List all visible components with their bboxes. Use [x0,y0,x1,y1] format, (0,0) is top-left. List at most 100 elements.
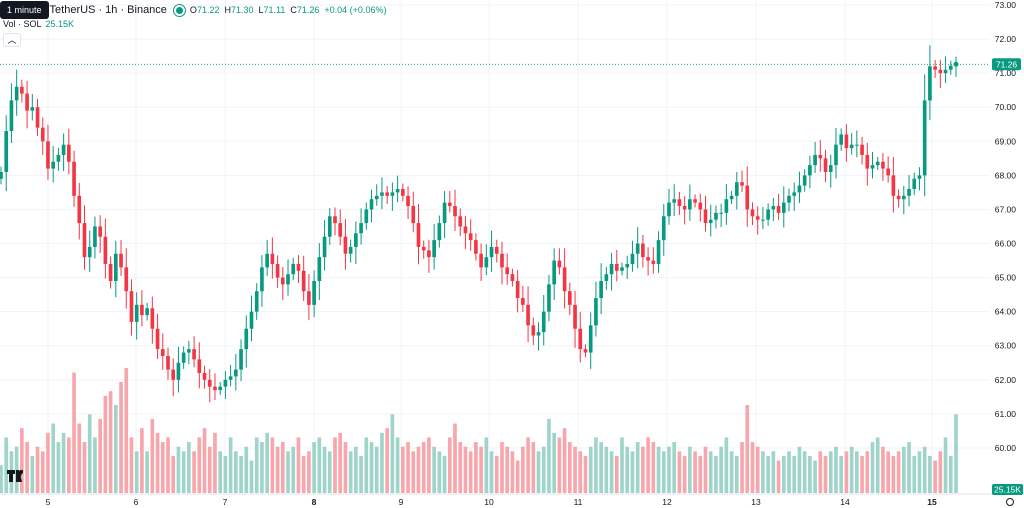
candle-body [437,223,442,241]
candle-body [197,359,202,373]
candle-body [474,240,478,254]
volume-bar [557,437,562,493]
time-tick-label: 13 [751,497,761,507]
candle-body [614,263,619,271]
volume-bar [140,428,144,493]
volume-bar [35,446,40,493]
ohlc-low: L71.11 [258,5,286,15]
volume-bar [708,451,713,493]
volume-bar [291,446,296,493]
candles [0,45,958,403]
price-tick-label: 61.00 [995,409,1017,419]
volume-bar [395,437,400,493]
candle-body [917,175,922,179]
candle-body [609,263,614,275]
price-tick-label: 71.00 [995,68,1017,78]
volume-bar [453,423,457,493]
candle-body [646,257,650,261]
candle-body [865,154,870,169]
time-tick-label: 11 [574,497,583,507]
candle-body [557,260,562,268]
volume-bar [354,446,358,493]
ohlc-close: C71.26 [290,5,320,15]
candle-body [390,192,395,196]
candle-body [677,199,682,207]
candle-body [30,107,35,111]
volume-bar [646,437,650,493]
candle-body [625,263,630,268]
candle-body [672,199,677,203]
volume-bar [432,446,436,493]
candle-body [119,253,123,268]
candle-body [667,202,671,217]
volume-bar [776,460,781,493]
candle-body [635,243,640,254]
time-axis[interactable]: 5 6 7 8 9 10 11 12 13 14 15 [0,493,1024,508]
candle-body [912,178,917,189]
tradingview-logo-icon[interactable] [7,470,27,485]
candle-body [93,226,97,247]
candle-body [35,107,40,128]
candle-body [573,304,577,329]
candle-body [797,185,802,193]
time-tick-label: 15 [927,497,937,507]
volume-bar [416,446,421,493]
candle-body [181,352,186,363]
volume-bar [359,455,363,493]
time-axis-bg [0,494,1024,508]
volume-bar [818,451,823,493]
ohlc-high: H71.30 [224,5,254,15]
volume-bar [599,442,603,493]
volume-bar [260,442,264,493]
volume-bar [77,423,82,493]
chevron-up-icon[interactable]: ︿ [3,33,21,47]
candle-body [567,291,572,305]
volume-bar [197,437,202,493]
volume-bar [625,446,630,493]
candle-body [322,236,327,258]
volume-bar [427,437,431,493]
volume-bar [176,446,181,493]
candle-body [166,355,170,370]
time-tick-label: 6 [134,497,139,507]
volume-bar [948,455,953,493]
candle-body [468,233,473,241]
volume-bar [531,442,536,493]
price-axis[interactable]: 73.00 72.00 71.00 70.00 69.00 68.00 67.00 66.00… [990,0,1024,508]
volume-bar [761,451,765,493]
candle-body [766,209,770,220]
candle-body [275,263,280,278]
candle-body [755,216,760,220]
candle-body [761,219,765,221]
candle-body [432,240,436,258]
candle-body [202,373,207,380]
candle-body [364,209,369,224]
volume-bar [562,428,567,493]
volume-bar [781,455,786,493]
volume-bar [604,446,609,493]
volume-bar [124,368,129,493]
candle-body [98,226,102,237]
candle-body [270,253,275,264]
candle-body [724,199,729,213]
volume-bar [390,414,395,493]
volume-bar [734,455,739,493]
volume-legend[interactable]: Vol · SOL 25.15K [3,19,74,29]
symbol-title[interactable]: TetherUS · 1h · Binance [49,4,167,16]
volume-bar [129,437,134,493]
settings-icon[interactable] [1006,498,1014,506]
candle-body [656,240,661,264]
candle-body [708,219,713,224]
candle-body [51,161,56,169]
last-price-label: 71.26 [996,59,1018,69]
volume-bar [213,432,217,493]
candle-body [901,195,906,200]
candle-body [25,93,29,111]
volume-bar [750,442,755,493]
candle-body [369,199,374,210]
candle-body [187,349,191,353]
candle-body [124,267,129,292]
volume-bar [635,442,640,493]
candle-body [729,195,734,200]
